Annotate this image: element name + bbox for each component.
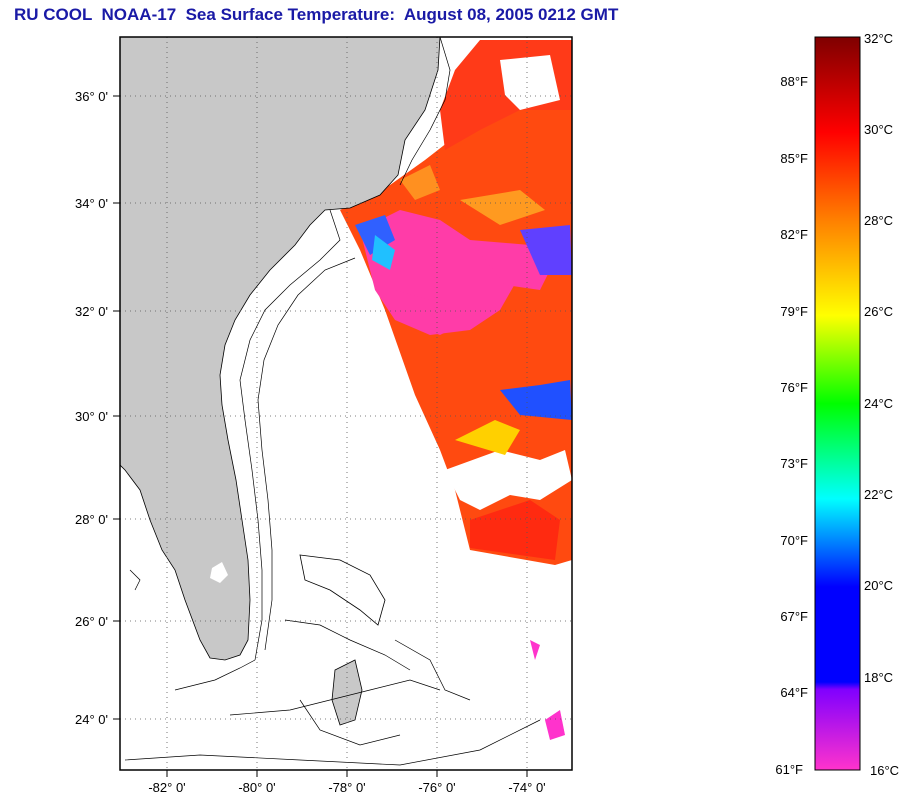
colorbar-c-label: 24°C [864,396,893,411]
lon-label: -80° 0' [238,780,275,795]
lat-label: 30° 0' [75,409,108,424]
colorbar-f-label: 70°F [780,533,808,548]
colorbar-f-label: 73°F [780,456,808,471]
sst-swath [340,40,572,740]
colorbar: 88°F 85°F 82°F 79°F 76°F 73°F 70°F 67°F … [775,31,899,778]
colorbar-f-label: 88°F [780,74,808,89]
colorbar-c-label: 30°C [864,122,893,137]
colorbar-c-label: 32°C [864,31,893,46]
colorbar-c-label: 28°C [864,213,893,228]
colorbar-f-label: 64°F [780,685,808,700]
map-frame [119,36,573,771]
graticule [120,37,572,770]
lat-label: 26° 0' [75,614,108,629]
lat-label: 34° 0' [75,196,108,211]
longitude-labels: -82° 0' -80° 0' -78° 0' -76° 0' -74° 0' [148,780,545,795]
land-bahamas-north [299,554,386,626]
colorbar-f-label: 67°F [780,609,808,624]
colorbar-c-label: 22°C [864,487,893,502]
lat-label: 36° 0' [75,89,108,104]
colorbar-f-label: 61°F [775,762,803,777]
colorbar-c-label: 26°C [864,304,893,319]
colorbar-c-label: 20°C [864,578,893,593]
lat-label: 28° 0' [75,512,108,527]
colorbar-f-label: 76°F [780,380,808,395]
lon-label: -74° 0' [508,780,545,795]
map-ticks [113,95,528,777]
bathymetry-contours [124,37,541,766]
lat-label: 24° 0' [75,712,108,727]
colorbar-f-label: 82°F [780,227,808,242]
land-us-southeast [120,37,441,661]
lon-label: -78° 0' [328,780,365,795]
lat-label: 32° 0' [75,304,108,319]
colorbar-f-label: 79°F [780,304,808,319]
colorbar-c-label: 18°C [864,670,893,685]
lon-label: -76° 0' [418,780,455,795]
colorbar-gradient [814,36,861,771]
latitude-labels: 36° 0' 34° 0' 32° 0' 30° 0' 28° 0' 26° 0… [75,89,108,727]
map-title: RU COOL NOAA-17 Sea Surface Temperature:… [14,5,619,24]
colorbar-f-label: 85°F [780,151,808,166]
colorbar-c-label: 16°C [870,763,899,778]
lon-label: -82° 0' [148,780,185,795]
land-lake-okeechobee [210,562,228,583]
